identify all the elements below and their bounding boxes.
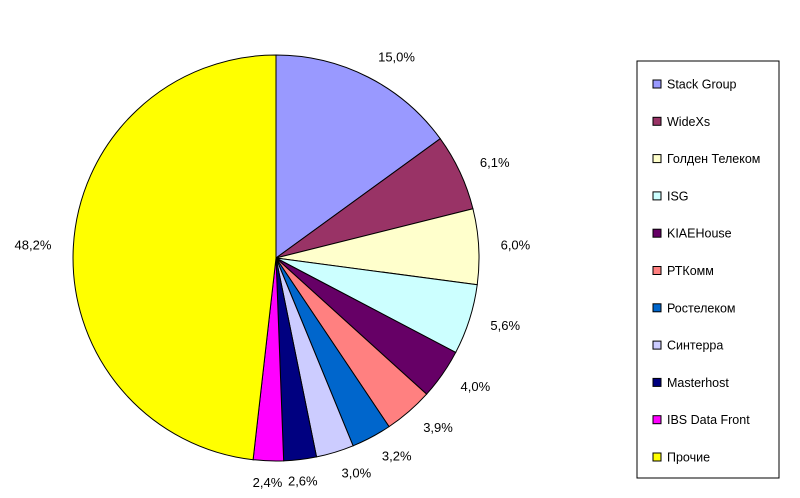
legend-swatch-item-6 <box>652 303 662 313</box>
legend-label-item-6: Ростелеком <box>667 301 736 315</box>
pie-slice-item-10 <box>72 54 277 461</box>
legend-label-stack-group: Stack Group <box>667 78 737 92</box>
data-label-isg: 5,6% <box>490 318 520 333</box>
pie-slices <box>72 54 480 462</box>
legend-label-widexs: WideXs <box>667 115 710 129</box>
legend-label-item-7: Синтерра <box>667 339 723 353</box>
legend: Stack Group WideXs Голден Телеком ISG KIAEHo… <box>636 60 780 479</box>
legend-label-masterhost: Masterhost <box>667 376 729 390</box>
legend-swatch-widexs <box>652 116 662 126</box>
legend-label-item-5: РТКомм <box>667 264 714 278</box>
legend-swatch-item-7 <box>652 340 662 350</box>
legend-swatch-ibs-data-front <box>652 415 662 425</box>
legend-swatch-item-10 <box>652 452 662 462</box>
data-label-item-2: 6,0% <box>501 237 531 252</box>
data-label-stack-group: 15,0% <box>378 50 415 65</box>
legend-swatch-isg <box>652 191 662 201</box>
data-label-kiaehouse: 4,0% <box>461 379 491 394</box>
legend-swatch-item-5 <box>652 266 662 275</box>
data-label-item-10: 48,2% <box>15 237 52 252</box>
legend-label-item-10: Прочие <box>667 451 710 465</box>
data-label-item-7: 3,0% <box>342 465 372 480</box>
data-label-masterhost: 2,6% <box>288 473 318 488</box>
legend-swatch-kiaehouse <box>652 228 662 238</box>
data-label-ibs-data-front: 2,4% <box>253 475 283 490</box>
data-label-item-5: 3,9% <box>423 420 453 435</box>
pie-slice-stack-group <box>275 54 441 259</box>
legend-label-isg: ISG <box>667 189 689 203</box>
pie-data-labels: 15,0% 6,1% 6,0% 5,6% 4,0% 3,9% 3,2% 3,0% 2,6% 2,4… <box>15 50 531 490</box>
legend-swatch-masterhost <box>652 377 662 387</box>
legend-label-ibs-data-front: IBS Data Front <box>667 413 750 427</box>
data-label-widexs: 6,1% <box>480 155 510 170</box>
data-label-item-6: 3,2% <box>382 449 412 464</box>
legend-label-kiaehouse: KIAEHouse <box>667 227 732 241</box>
legend-label-item-2: Голден Телеком <box>667 152 760 166</box>
legend-swatch-stack-group <box>652 79 662 89</box>
legend-swatch-item-2 <box>652 154 662 164</box>
